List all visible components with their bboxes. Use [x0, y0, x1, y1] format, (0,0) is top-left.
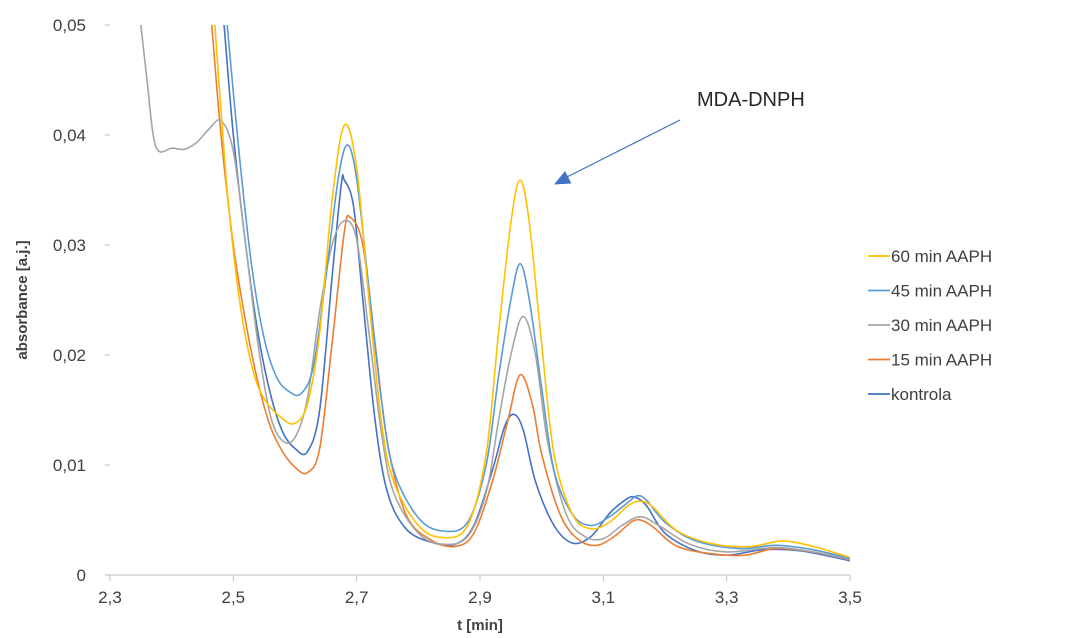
- y-tick-label: 0,01: [53, 456, 86, 475]
- x-tick-label: 2,5: [222, 588, 246, 607]
- series-line-60-min-aaph: [214, 25, 850, 559]
- x-tick-label: 2,9: [468, 588, 492, 607]
- legend-item-60-min-aaph: 60 min AAPH: [868, 247, 992, 266]
- annotation-arrow-head: [554, 170, 572, 185]
- legend-label: 45 min AAPH: [891, 282, 992, 301]
- y-tick-label: 0: [77, 566, 86, 585]
- annotation-arrow-shaft: [563, 119, 681, 180]
- y-tick-label: 0,03: [53, 236, 86, 255]
- annotation-label: MDA-DNPH: [697, 89, 805, 111]
- y-axis-title: absorbance [a.j.]: [14, 240, 31, 359]
- x-tick-label: 2,3: [98, 588, 122, 607]
- legend-item-15-min-aaph: 15 min AAPH: [868, 351, 992, 370]
- annotation-group: MDA-DNPH: [554, 89, 805, 185]
- y-tick-label: 0,05: [53, 16, 86, 35]
- legend-item-kontrola: kontrola: [868, 385, 952, 404]
- x-tick-label: 2,7: [345, 588, 369, 607]
- x-tick-label: 3,1: [592, 588, 616, 607]
- series-group: [140, 25, 850, 562]
- legend: 60 min AAPH 45 min AAPH 30 min AAPH 15 min …: [868, 247, 992, 404]
- series-line-30-min-aaph: [140, 25, 850, 561]
- legend-label: 60 min AAPH: [891, 247, 992, 266]
- legend-item-45-min-aaph: 45 min AAPH: [868, 282, 992, 301]
- axes: 2,3 2,5 2,7 2,9 3,1 3,3 3,5 0 0,01 0,02 0,03 0,04 0,…: [14, 16, 862, 634]
- series-line-15-min-aaph: [210, 25, 850, 561]
- legend-label: 30 min AAPH: [891, 316, 992, 335]
- legend-item-30-min-aaph: 30 min AAPH: [868, 316, 992, 335]
- x-axis-title: t [min]: [457, 617, 503, 634]
- legend-label: kontrola: [891, 385, 952, 404]
- y-tick-label: 0,04: [53, 126, 86, 145]
- x-tick-label: 3,5: [838, 588, 862, 607]
- y-tick-label: 0,02: [53, 346, 86, 365]
- legend-label: 15 min AAPH: [891, 351, 992, 370]
- x-tick-label: 3,3: [715, 588, 739, 607]
